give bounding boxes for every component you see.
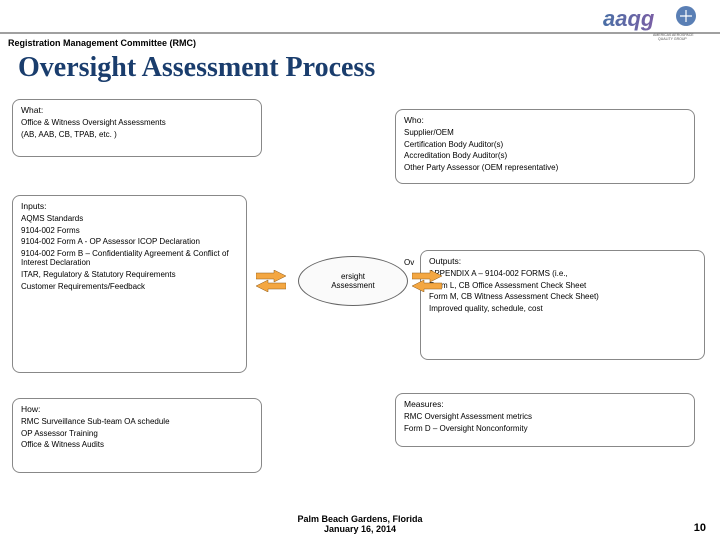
- what-item: (AB, AAB, CB, TPAB, etc. ): [21, 130, 253, 140]
- inputs-item: ITAR, Regulatory & Statutory Requirement…: [21, 270, 238, 280]
- who-label: Who:: [404, 115, 686, 125]
- who-box: Who: Supplier/OEM Certification Body Aud…: [395, 109, 695, 184]
- center-ov: Ov: [404, 258, 414, 267]
- how-item: RMC Surveillance Sub-team OA schedule: [21, 417, 253, 427]
- committee-name: Registration Management Committee (RMC): [8, 38, 196, 48]
- inputs-item: Customer Requirements/Feedback: [21, 282, 238, 292]
- inputs-label: Inputs:: [21, 201, 238, 211]
- arrow-left-icon: [256, 270, 286, 292]
- page-title: Oversight Assessment Process: [18, 52, 375, 84]
- footer: Palm Beach Gardens, Florida January 16, …: [0, 514, 720, 534]
- who-item: Certification Body Auditor(s): [404, 140, 686, 150]
- measures-box: Measures: RMC Oversight Assessment metri…: [395, 393, 695, 447]
- what-label: What:: [21, 105, 253, 115]
- center-text: Assessment: [331, 281, 375, 290]
- what-box: What: Office & Witness Oversight Assessm…: [12, 99, 262, 157]
- center-oval: ersight Assessment: [298, 256, 408, 306]
- footer-location: Palm Beach Gardens, Florida: [0, 514, 720, 524]
- what-item: Office & Witness Oversight Assessments: [21, 118, 253, 128]
- how-label: How:: [21, 404, 253, 414]
- measures-item: Form D – Oversight Nonconformity: [404, 424, 686, 434]
- how-box: How: RMC Surveillance Sub-team OA schedu…: [12, 398, 262, 473]
- inputs-box: Inputs: AQMS Standards 9104-002 Forms 91…: [12, 195, 247, 373]
- who-item: Accreditation Body Auditor(s): [404, 151, 686, 161]
- how-item: OP Assessor Training: [21, 429, 253, 439]
- who-item: Supplier/OEM: [404, 128, 686, 138]
- center-text: ersight: [341, 272, 365, 281]
- measures-label: Measures:: [404, 399, 686, 409]
- outputs-item: Improved quality, schedule, cost: [429, 304, 696, 314]
- how-item: Office & Witness Audits: [21, 440, 253, 450]
- outputs-item: Form M, CB Witness Assessment Check Shee…: [429, 292, 696, 302]
- outputs-box: Outputs: APPENDIX A – 9104-002 FORMS (i.…: [420, 250, 705, 360]
- outputs-item: Form L, CB Office Assessment Check Sheet: [429, 281, 696, 291]
- inputs-item: 9104-002 Form B – Confidentiality Agreem…: [21, 249, 238, 268]
- measures-item: RMC Oversight Assessment metrics: [404, 412, 686, 422]
- inputs-item: 9104-002 Forms: [21, 226, 238, 236]
- who-item: Other Party Assessor (OEM representative…: [404, 163, 686, 173]
- outputs-item: APPENDIX A – 9104-002 FORMS (i.e.,: [429, 269, 696, 279]
- svg-text:aaqg: aaqg: [603, 6, 655, 31]
- footer-date: January 16, 2014: [0, 524, 720, 534]
- aaqg-logo: aaqg AMERICAS AEROSPACE QUALITY GROUP: [598, 4, 708, 44]
- svg-text:QUALITY GROUP: QUALITY GROUP: [658, 37, 687, 41]
- outputs-label: Outputs:: [429, 256, 696, 266]
- arrow-right-icon: [412, 270, 442, 292]
- inputs-item: 9104-002 Form A - OP Assessor ICOP Decla…: [21, 237, 238, 247]
- inputs-item: AQMS Standards: [21, 214, 238, 224]
- page-number: 10: [694, 522, 706, 534]
